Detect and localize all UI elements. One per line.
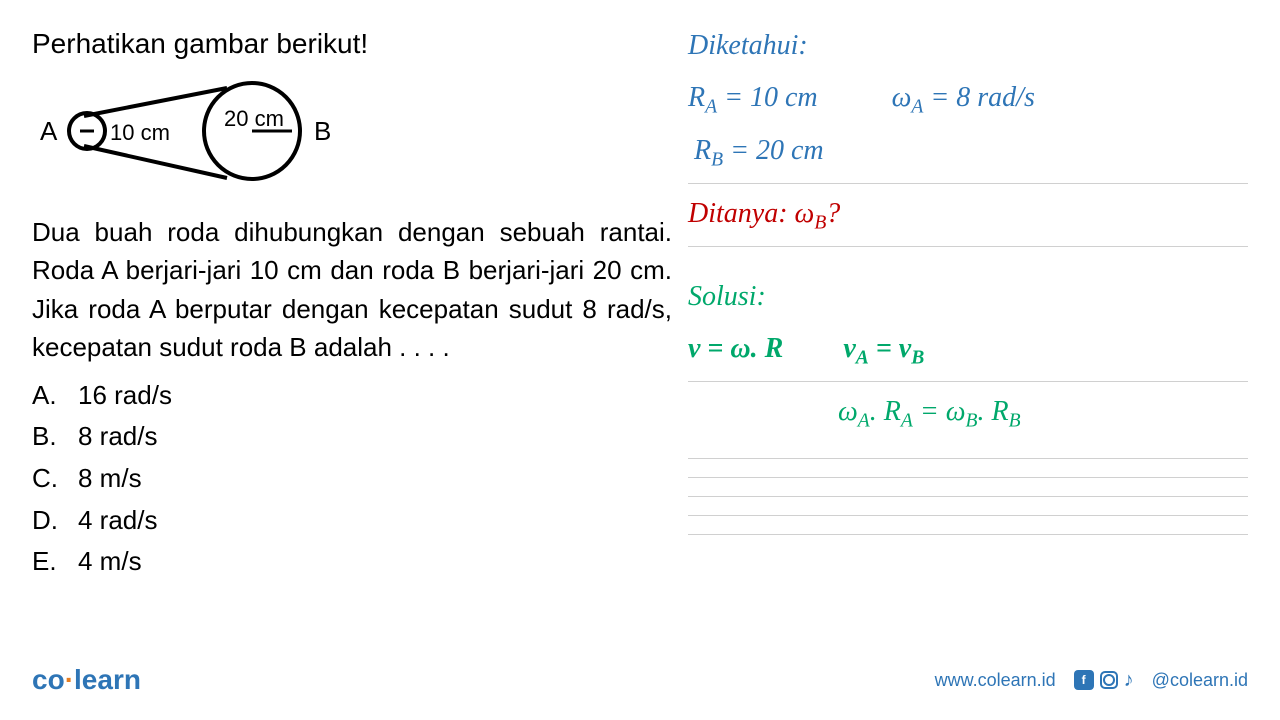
question-text: Dua buah roda dihubungkan dengan sebuah … xyxy=(32,213,672,367)
ruled-lines xyxy=(688,458,1248,535)
option-c: C. 8 m/s xyxy=(32,458,672,500)
instagram-icon xyxy=(1100,671,1118,689)
divider xyxy=(688,183,1248,184)
footer-url: www.colearn.id xyxy=(935,670,1056,691)
diagram-radius-b: 20 cm xyxy=(224,106,284,131)
solution-eq1: v = ω. R vA = vB xyxy=(688,323,1248,377)
solution-eq2: ωA. RA = ωB. RB xyxy=(688,386,1248,440)
diagram-radius-a: 10 cm xyxy=(110,120,170,145)
option-a: A. 16 rad/s xyxy=(32,375,672,417)
divider xyxy=(688,381,1248,382)
footer-handle: @colearn.id xyxy=(1152,670,1248,691)
known-label: Diketahui: xyxy=(688,20,1248,72)
answer-options: A. 16 rad/s B. 8 rad/s C. 8 m/s D. 4 rad… xyxy=(32,375,672,583)
option-b: B. 8 rad/s xyxy=(32,416,672,458)
known-line-1: RA = 10 cm ωA = 8 rad/s xyxy=(688,72,1248,126)
tiktok-icon: ♪ xyxy=(1124,669,1134,692)
diagram-label-b: B xyxy=(314,116,331,146)
solution-label: Solusi: xyxy=(688,271,1248,323)
option-d: D. 4 rad/s xyxy=(32,500,672,542)
solution-panel: Diketahui: RA = 10 cm ωA = 8 rad/s RB = … xyxy=(688,20,1248,553)
option-e: E. 4 m/s xyxy=(32,541,672,583)
footer-right: www.colearn.id f ♪ @colearn.id xyxy=(935,669,1248,692)
diagram-label-a: A xyxy=(40,116,58,146)
question-title: Perhatikan gambar berikut! xyxy=(32,28,672,60)
divider xyxy=(688,246,1248,247)
asked-line: Ditanya: ωB? xyxy=(688,188,1248,242)
social-icons: f ♪ xyxy=(1074,669,1134,692)
facebook-icon: f xyxy=(1074,670,1094,690)
wheels-diagram: A B 10 cm 20 cm xyxy=(32,78,672,193)
known-line-2: RB = 20 cm xyxy=(688,125,1248,179)
footer: co·learn www.colearn.id f ♪ @colearn.id xyxy=(0,664,1280,696)
logo: co·learn xyxy=(32,664,141,696)
question-panel: Perhatikan gambar berikut! A B 10 cm 20 … xyxy=(32,28,672,583)
